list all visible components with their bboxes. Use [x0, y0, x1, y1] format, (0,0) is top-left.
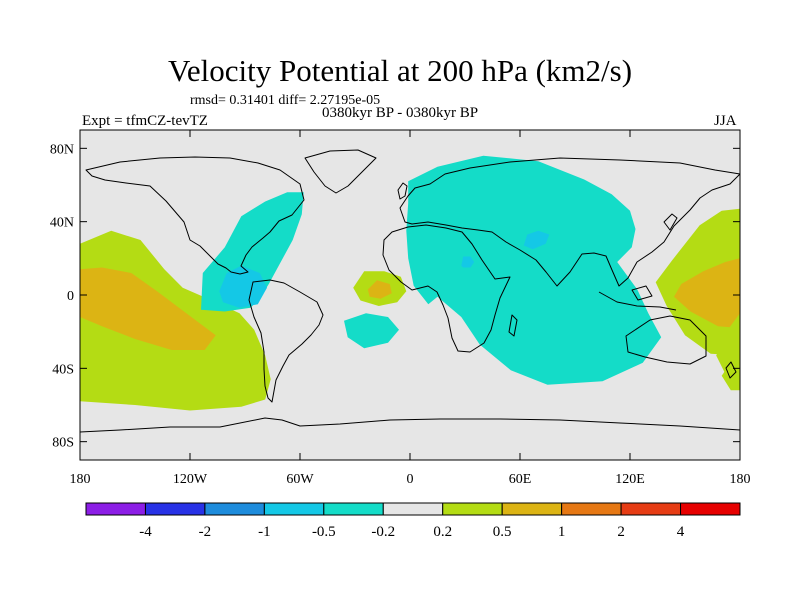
colorbar-label: -0.2	[371, 524, 395, 540]
y-tick-label: 80S	[52, 436, 74, 451]
season-label: JJA	[714, 113, 737, 129]
coastline-south-america	[248, 279, 324, 403]
contour-india-core	[523, 230, 550, 250]
coastline-japan	[663, 213, 678, 231]
contour-gulf-of-guinea-core	[367, 280, 392, 299]
colorbar-bin	[382, 502, 444, 516]
coastline-australia	[625, 315, 707, 365]
contour-africa-core	[461, 256, 475, 268]
coastline-indonesia	[598, 291, 677, 311]
coastline-eurasia	[399, 157, 741, 287]
colorbar-label: 1	[558, 524, 566, 540]
chart-title: Velocity Potential at 200 hPa (km2/s)	[167, 53, 633, 88]
x-tick-label: 0	[407, 472, 414, 487]
colorbar-bin	[620, 502, 682, 516]
colorbar-bin	[561, 502, 622, 516]
contour-west-pacific-core	[674, 258, 740, 328]
coastline-british-isles	[397, 182, 408, 200]
colorbar-label: -4	[139, 524, 152, 540]
colorbar-label: 4	[677, 524, 685, 540]
x-tick-label: 120W	[173, 472, 208, 487]
contour-central-america-core	[219, 265, 267, 308]
y-tick-label: 0	[67, 289, 74, 304]
y-tick-label: 80N	[50, 142, 74, 157]
x-tick-label: 120E	[615, 472, 645, 487]
colorbar: -4 -2 -1 -0.5 -0.2 0.2 0.5 1 2 4	[85, 502, 741, 540]
colorbar-bin	[501, 502, 563, 516]
colorbar-label: 0.5	[493, 524, 512, 540]
coastline-greenland	[304, 149, 377, 194]
contour-east-pacific-core	[80, 267, 216, 350]
experiment-label: Expt = tfmCZ-tevTZ	[82, 113, 208, 129]
coastline-madagascar	[508, 314, 518, 337]
colorbar-label: -1	[258, 524, 271, 540]
coastline-layer	[79, 149, 741, 433]
coastline-africa	[382, 224, 511, 353]
colorbar-bin	[442, 502, 503, 516]
contour-fill-layer	[80, 130, 740, 460]
y-tick-label: 40S	[52, 362, 74, 377]
period-label: 0380kyr BP - 0380kyr BP	[322, 105, 479, 121]
axes-layer: 180 120W 60W 0 60E 120E 180 80N 40N 0 40S 80S	[50, 130, 751, 487]
coastline-north-america	[85, 156, 305, 275]
x-tick-label: 60E	[509, 472, 532, 487]
colorbar-bin	[85, 502, 146, 516]
stats-label: rmsd= 0.31401 diff= 2.27195e-05	[190, 93, 381, 108]
x-tick-label: 180	[70, 472, 91, 487]
coastline-borneo	[631, 285, 653, 301]
colorbar-bin	[680, 502, 741, 516]
x-tick-label: 180	[730, 472, 751, 487]
contour-eurasia-africa-negative	[406, 155, 662, 385]
colorbar-bin	[144, 502, 206, 516]
colorbar-bin	[263, 502, 325, 516]
contour-south-indian-ocean-positive	[716, 313, 740, 374]
contour-south-atlantic-negative	[344, 313, 399, 349]
coastline-antarctica	[79, 417, 741, 433]
y-tick-label: 40N	[50, 216, 74, 231]
colorbar-bin	[323, 502, 384, 516]
colorbar-bin	[204, 502, 265, 516]
x-tick-label: 60W	[286, 472, 314, 487]
colorbar-label: -0.5	[312, 524, 336, 540]
colorbar-label: 0.2	[433, 524, 452, 540]
colorbar-label: -2	[199, 524, 212, 540]
colorbar-label: 2	[617, 524, 625, 540]
